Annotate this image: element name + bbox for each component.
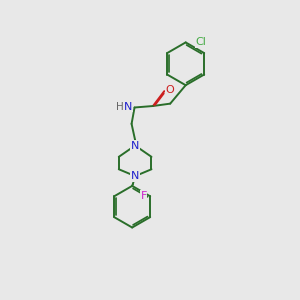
Text: F: F	[140, 191, 147, 201]
Text: N: N	[124, 102, 132, 112]
Text: H: H	[116, 102, 124, 112]
Text: N: N	[131, 140, 139, 151]
Text: O: O	[165, 85, 174, 95]
Text: Cl: Cl	[195, 38, 206, 47]
Text: N: N	[131, 171, 139, 181]
